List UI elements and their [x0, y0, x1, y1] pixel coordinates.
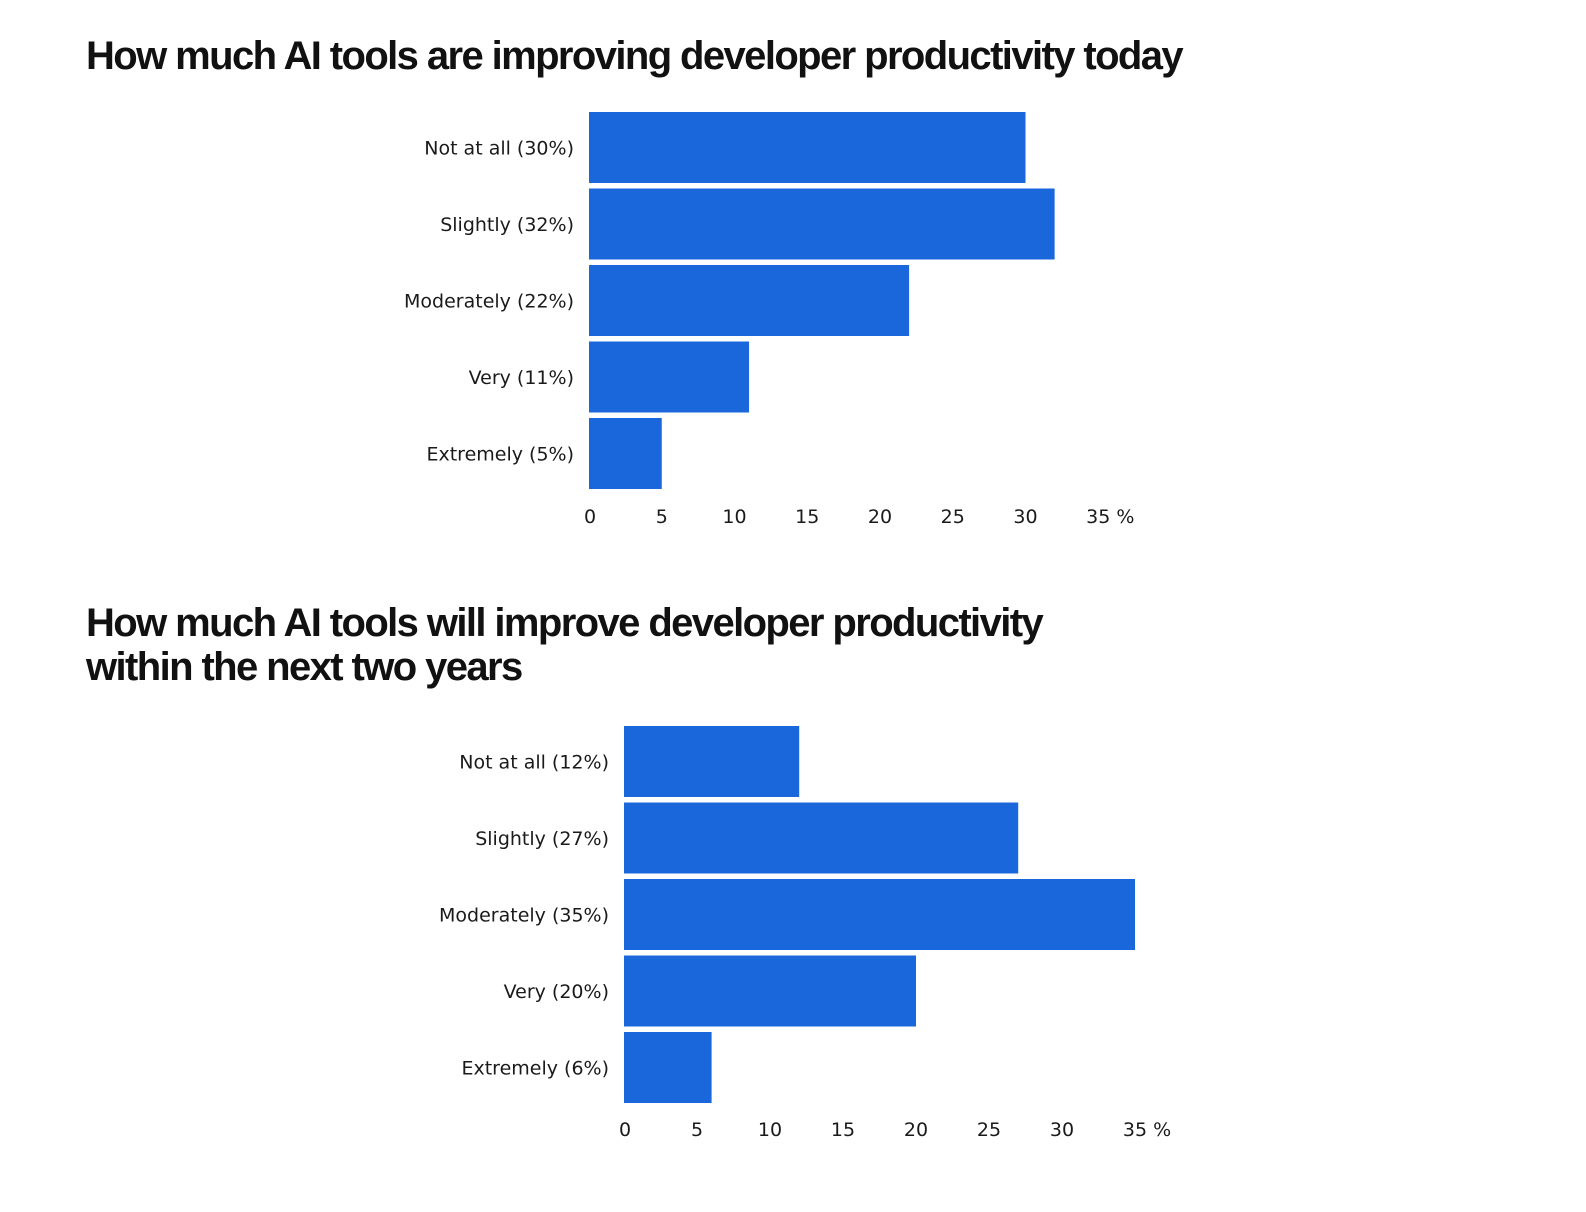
chart-1-category-label-3: Very (11%) — [469, 367, 574, 389]
chart-2-title: How much AI tools will improve developer… — [86, 601, 1044, 689]
chart-1-bar-2 — [589, 265, 910, 336]
chart-2-category-label-1: Slightly (27%) — [475, 828, 609, 850]
chart-1-category-label-1: Slightly (32%) — [440, 214, 574, 236]
chart-2-bar-2 — [624, 879, 1135, 950]
chart-2-tick-label-6: 30 — [1050, 1119, 1074, 1141]
chart-2-bar-4 — [624, 1032, 712, 1103]
chart-1-category-label-0: Not at all (30%) — [424, 138, 574, 160]
chart-2-category-label-0: Not at all (12%) — [459, 752, 609, 774]
chart-1-category-label-4: Extremely (5%) — [426, 444, 574, 466]
chart-2-category-label-4: Extremely (6%) — [461, 1058, 609, 1080]
chart-1-tick-label-5: 25 — [941, 506, 965, 528]
chart-1-bar-1 — [589, 188, 1055, 260]
chart-2-tick-label-4: 20 — [904, 1119, 928, 1141]
chart-1-tick-label-6: 30 — [1013, 506, 1037, 528]
chart-1-tick-label-2: 10 — [722, 506, 746, 528]
chart-2-tick-label-0: 0 — [619, 1119, 631, 1141]
chart-2-tick-label-2: 10 — [758, 1119, 782, 1141]
chart-1-bar-4 — [589, 418, 662, 489]
chart-1-tick-label-4: 20 — [868, 506, 892, 528]
chart-2-tick-label-3: 15 — [831, 1119, 855, 1141]
chart-1-bar-3 — [589, 341, 750, 413]
chart-2-title-line-1: How much AI tools will improve developer… — [86, 601, 1044, 645]
chart-1-bar-0 — [589, 112, 1026, 183]
chart-2-bar-0 — [624, 726, 800, 797]
chart-1-plot: Not at all (30%) Slightly (32%) Moderately… — [404, 112, 1134, 528]
chart-1-title: How much AI tools are improving develope… — [86, 34, 1184, 78]
chart-2-bar-1 — [624, 802, 1019, 874]
chart-1-category-label-2: Moderately (22%) — [404, 291, 574, 313]
chart-2-title-line-2: within the next two years — [86, 645, 523, 689]
chart-2-tick-label-5: 25 — [977, 1119, 1001, 1141]
chart-1-tick-label-0: 0 — [584, 506, 596, 528]
chart-1-tick-label-3: 15 — [795, 506, 819, 528]
chart-2-tick-label-1: 5 — [691, 1119, 703, 1141]
chart-2-bar-3 — [624, 955, 916, 1027]
chart-2-category-label-2: Moderately (35%) — [439, 905, 609, 927]
chart-1-tick-label-7: 35 % — [1086, 506, 1134, 528]
chart-2-category-label-3: Very (20%) — [504, 981, 609, 1003]
chart-2-tick-label-7: 35 % — [1123, 1119, 1171, 1141]
chart-1-tick-label-1: 5 — [656, 506, 668, 528]
